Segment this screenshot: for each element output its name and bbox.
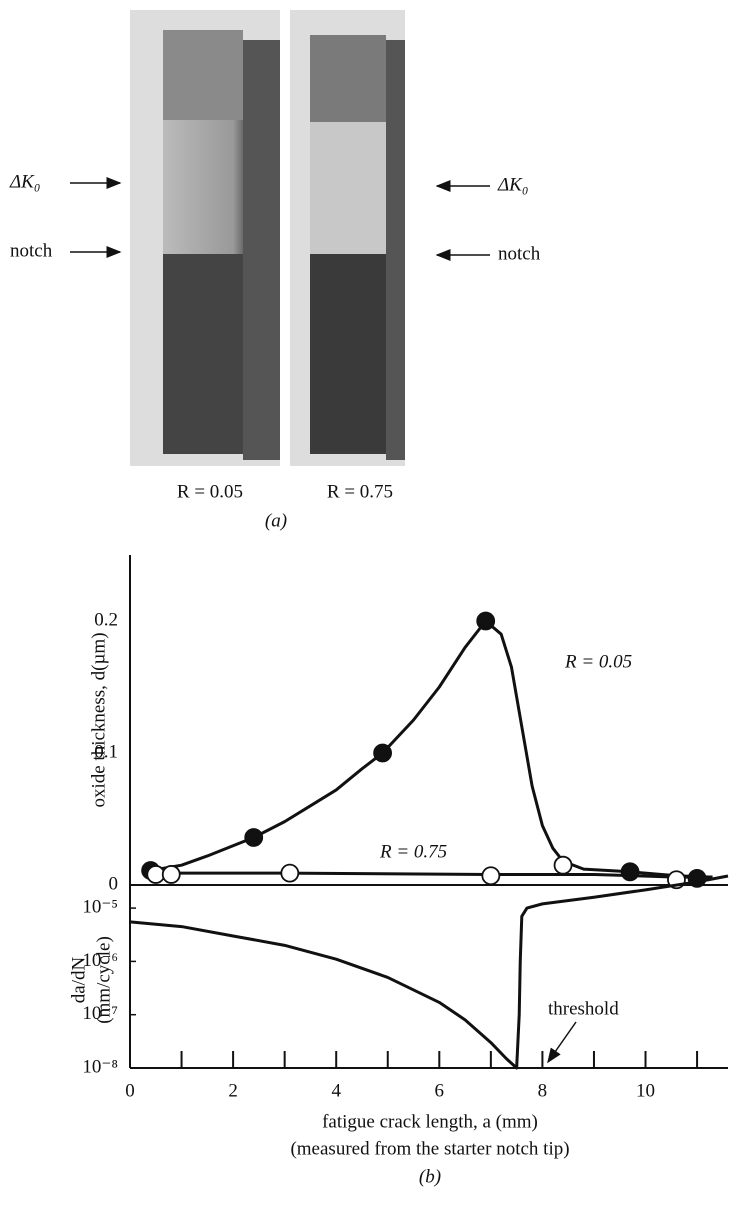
specimen-shadow: [243, 40, 280, 460]
marker: [146, 865, 166, 884]
marker: [476, 611, 496, 631]
x-tick-label: 6: [435, 1080, 445, 1101]
x-tick-label: 2: [228, 1080, 238, 1101]
series-label: R = 0.05: [564, 651, 632, 672]
specimen-shadow: [386, 40, 405, 460]
label: ΔK₀: [497, 174, 528, 195]
marker: [687, 869, 707, 888]
caption: (a): [265, 510, 287, 531]
marker: [280, 863, 300, 883]
x-tick-label: 4: [331, 1080, 341, 1101]
y-tick-label: 0.2: [94, 609, 118, 630]
marker: [244, 828, 264, 847]
marker: [620, 862, 640, 882]
y-tick-label: 0: [109, 873, 119, 894]
annotation-arrow: [547, 1021, 577, 1064]
specimen-lower: [310, 254, 396, 454]
x-tick-label: 0: [125, 1080, 135, 1101]
marker: [481, 866, 501, 886]
annotation: threshold: [548, 998, 619, 1019]
x-tick-label: 10: [636, 1080, 655, 1101]
x-note: (measured from the starter notch tip): [290, 1138, 569, 1159]
marker: [373, 743, 393, 763]
y-tick-label: 10⁻⁸: [82, 1056, 118, 1077]
series-label: R = 0.75: [379, 841, 447, 862]
y-tick-label: 10⁻⁷: [82, 1003, 118, 1024]
y-label: oxide thickness, d(µm): [88, 632, 109, 807]
label: notch: [10, 240, 53, 261]
y-tick-label: 10⁻⁵: [82, 896, 118, 917]
curve: [129, 874, 729, 1070]
y-tick-label: 10⁻⁶: [82, 950, 118, 971]
label: R = 0.05: [177, 481, 243, 502]
label: ΔK₀: [9, 171, 40, 192]
marker: [553, 855, 573, 875]
photo-a: ΔK₀ notch ΔK₀ notch R = 0.05 R = 0.75 (a…: [9, 10, 541, 531]
y-tick-label: 0.1: [94, 741, 118, 762]
specimen-oxide: [310, 122, 396, 254]
specimen-oxide: [163, 120, 251, 254]
label: notch: [498, 243, 541, 264]
specimen-lower: [163, 254, 251, 454]
caption: (b): [419, 1166, 441, 1187]
label: R = 0.75: [327, 481, 393, 502]
marker: [161, 865, 181, 884]
x-tick-label: 8: [538, 1080, 548, 1101]
specimen-fracture: [310, 35, 386, 125]
y-label: da/dN: [68, 957, 89, 1004]
x-label: fatigue crack length, a (mm): [322, 1111, 538, 1132]
y-label: (mm/cycle): [93, 936, 114, 1024]
